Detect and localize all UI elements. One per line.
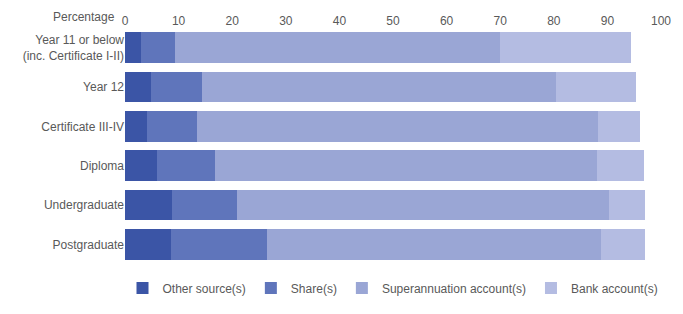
svg-text:50: 50 [386,14,400,28]
svg-text:30: 30 [279,14,293,28]
svg-text:Undergraduate: Undergraduate [44,198,124,212]
svg-text:40: 40 [333,14,347,28]
svg-text:100: 100 [651,14,671,28]
svg-text:Certificate III-IV: Certificate III-IV [41,120,124,134]
svg-text:Superannuation account(s): Superannuation account(s) [382,282,526,296]
svg-text:60: 60 [440,14,454,28]
svg-text:10: 10 [172,14,186,28]
svg-text:Year 12: Year 12 [83,80,124,94]
svg-text:Other source(s): Other source(s) [163,282,246,296]
svg-text:70: 70 [494,14,508,28]
svg-text:20: 20 [226,14,240,28]
svg-text:Postgraduate: Postgraduate [53,238,125,252]
svg-text:Diploma: Diploma [80,159,124,173]
svg-text:Share(s): Share(s) [291,282,337,296]
svg-text:Percentage: Percentage [53,10,115,24]
svg-text:80: 80 [547,14,561,28]
svg-text:90: 90 [601,14,615,28]
svg-text:Bank account(s): Bank account(s) [571,282,658,296]
svg-text:0: 0 [122,14,129,28]
svg-text:Year 11 or below(inc. Certific: Year 11 or below(inc. Certificate I-II) [23,33,125,63]
